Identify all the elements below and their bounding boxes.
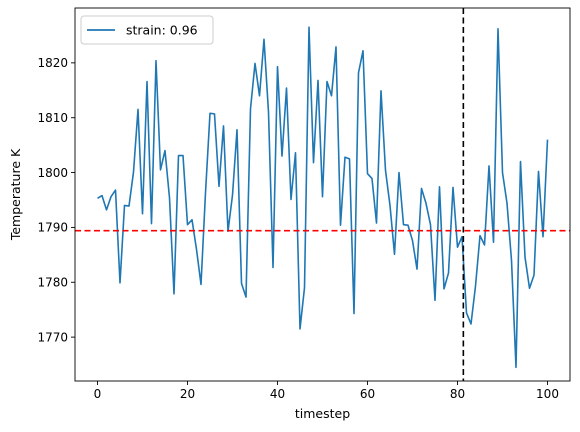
x-tick-label: 20 xyxy=(180,387,195,401)
series-line-0 xyxy=(97,26,549,369)
y-tick-label: 1780 xyxy=(37,276,68,290)
legend-label: strain: 0.96 xyxy=(126,23,198,38)
x-tick-label: 80 xyxy=(450,387,465,401)
x-axis-label: timestep xyxy=(295,406,350,421)
y-tick-label: 1790 xyxy=(37,221,68,235)
x-axis-ticks: 0 20 40 60 80 100 xyxy=(94,381,559,401)
y-tick-label: 1770 xyxy=(37,330,68,344)
x-tick-label: 100 xyxy=(536,387,559,401)
plot-area-frame xyxy=(74,7,571,382)
y-tick-label: 1820 xyxy=(37,56,68,70)
y-axis-ticks: 1770 1780 1790 1800 1810 1820 xyxy=(37,56,75,344)
legend-box xyxy=(80,15,214,45)
legend: strain: 0.96 xyxy=(80,15,214,45)
x-tick-label: 40 xyxy=(270,387,285,401)
x-tick-label: 0 xyxy=(94,387,102,401)
x-tick-label: 60 xyxy=(360,387,375,401)
y-tick-label: 1810 xyxy=(37,111,68,125)
y-axis-label: Temperature K xyxy=(8,148,23,241)
y-tick-label: 1800 xyxy=(37,166,68,180)
